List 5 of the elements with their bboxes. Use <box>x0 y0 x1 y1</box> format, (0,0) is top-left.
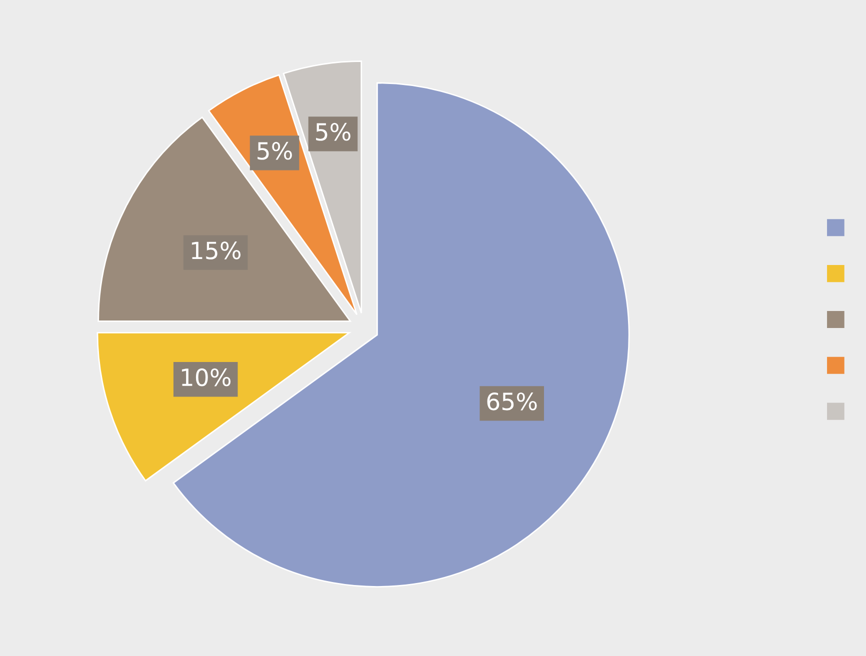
data-label: 5% <box>258 142 292 160</box>
data-label: 65% <box>487 392 537 410</box>
data-label: 5% <box>316 122 350 141</box>
data-label: 15% <box>192 242 241 260</box>
data-label: 10% <box>182 368 231 386</box>
